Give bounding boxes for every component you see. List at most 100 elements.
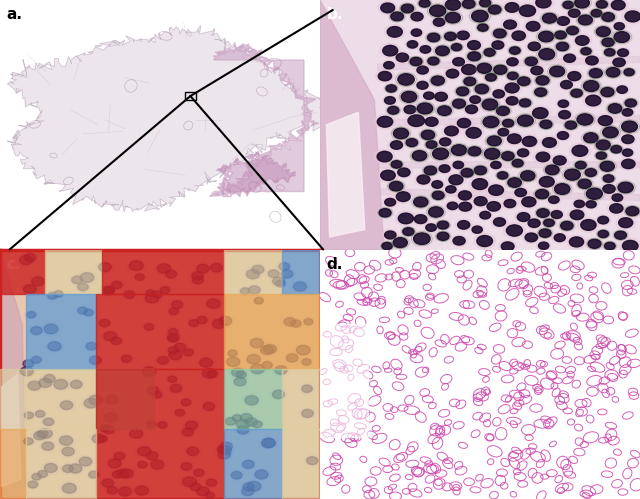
Ellipse shape: [69, 464, 82, 473]
Ellipse shape: [497, 172, 508, 179]
Ellipse shape: [425, 117, 438, 126]
Ellipse shape: [60, 464, 76, 474]
Ellipse shape: [547, 195, 561, 205]
Ellipse shape: [435, 92, 447, 101]
Ellipse shape: [44, 324, 58, 334]
Ellipse shape: [572, 145, 588, 156]
Ellipse shape: [626, 207, 639, 216]
Ellipse shape: [385, 231, 396, 239]
Ellipse shape: [529, 106, 551, 121]
Ellipse shape: [70, 380, 82, 388]
Ellipse shape: [377, 116, 393, 127]
Ellipse shape: [620, 238, 640, 253]
Ellipse shape: [469, 177, 491, 192]
Ellipse shape: [483, 72, 499, 83]
Ellipse shape: [470, 96, 481, 103]
Ellipse shape: [417, 81, 428, 89]
Ellipse shape: [261, 343, 279, 355]
Ellipse shape: [465, 39, 483, 51]
Ellipse shape: [502, 152, 514, 161]
Ellipse shape: [132, 484, 151, 497]
Polygon shape: [216, 151, 296, 197]
Ellipse shape: [60, 436, 73, 445]
Ellipse shape: [554, 40, 571, 52]
Ellipse shape: [20, 358, 36, 369]
Ellipse shape: [250, 338, 264, 348]
Ellipse shape: [514, 113, 536, 128]
Ellipse shape: [376, 70, 394, 83]
Ellipse shape: [581, 131, 601, 145]
Ellipse shape: [187, 318, 201, 328]
Ellipse shape: [536, 0, 551, 8]
Ellipse shape: [191, 468, 206, 478]
Ellipse shape: [282, 316, 298, 327]
Ellipse shape: [447, 202, 458, 210]
Ellipse shape: [432, 90, 450, 103]
Ellipse shape: [499, 150, 516, 162]
Text: c.: c.: [6, 257, 21, 272]
Ellipse shape: [150, 390, 164, 399]
Ellipse shape: [406, 139, 418, 147]
Ellipse shape: [604, 65, 623, 79]
Ellipse shape: [509, 47, 520, 54]
Ellipse shape: [38, 429, 52, 438]
Ellipse shape: [146, 290, 155, 296]
Ellipse shape: [520, 134, 540, 148]
Ellipse shape: [501, 242, 514, 251]
Ellipse shape: [573, 34, 592, 47]
Ellipse shape: [598, 231, 609, 238]
Ellipse shape: [179, 398, 193, 407]
Ellipse shape: [81, 397, 100, 410]
Polygon shape: [0, 250, 320, 499]
Ellipse shape: [482, 99, 498, 110]
Ellipse shape: [382, 243, 392, 250]
Ellipse shape: [41, 373, 58, 384]
Ellipse shape: [614, 31, 630, 42]
Ellipse shape: [251, 364, 264, 374]
Ellipse shape: [28, 381, 41, 390]
Ellipse shape: [461, 64, 476, 75]
Ellipse shape: [384, 83, 399, 94]
Ellipse shape: [608, 104, 622, 113]
Ellipse shape: [556, 99, 571, 109]
Ellipse shape: [625, 99, 637, 107]
Ellipse shape: [602, 12, 614, 21]
Ellipse shape: [557, 16, 570, 25]
Ellipse shape: [468, 94, 483, 105]
Polygon shape: [320, 324, 368, 437]
Ellipse shape: [379, 209, 391, 217]
Ellipse shape: [497, 106, 509, 115]
Ellipse shape: [490, 39, 506, 51]
Ellipse shape: [24, 438, 33, 445]
Ellipse shape: [596, 152, 607, 159]
Ellipse shape: [99, 262, 111, 272]
Ellipse shape: [601, 87, 614, 97]
Ellipse shape: [87, 354, 104, 366]
Ellipse shape: [301, 385, 312, 392]
Ellipse shape: [449, 175, 463, 185]
Ellipse shape: [524, 19, 543, 33]
Ellipse shape: [540, 120, 552, 129]
Ellipse shape: [619, 157, 637, 171]
Ellipse shape: [583, 167, 599, 178]
Ellipse shape: [158, 285, 172, 295]
Ellipse shape: [54, 379, 68, 389]
Ellipse shape: [409, 27, 424, 38]
Ellipse shape: [22, 437, 35, 446]
Ellipse shape: [216, 315, 234, 327]
Ellipse shape: [578, 218, 599, 233]
Ellipse shape: [300, 384, 314, 394]
Ellipse shape: [558, 220, 575, 232]
Ellipse shape: [117, 469, 129, 478]
Ellipse shape: [182, 477, 196, 487]
Ellipse shape: [243, 416, 260, 428]
Ellipse shape: [103, 393, 121, 406]
Text: b.: b.: [326, 7, 343, 22]
Ellipse shape: [575, 13, 595, 27]
Ellipse shape: [220, 442, 232, 451]
Ellipse shape: [170, 384, 182, 392]
Ellipse shape: [533, 74, 552, 87]
Ellipse shape: [451, 235, 468, 247]
Polygon shape: [282, 429, 320, 499]
Ellipse shape: [536, 190, 548, 199]
